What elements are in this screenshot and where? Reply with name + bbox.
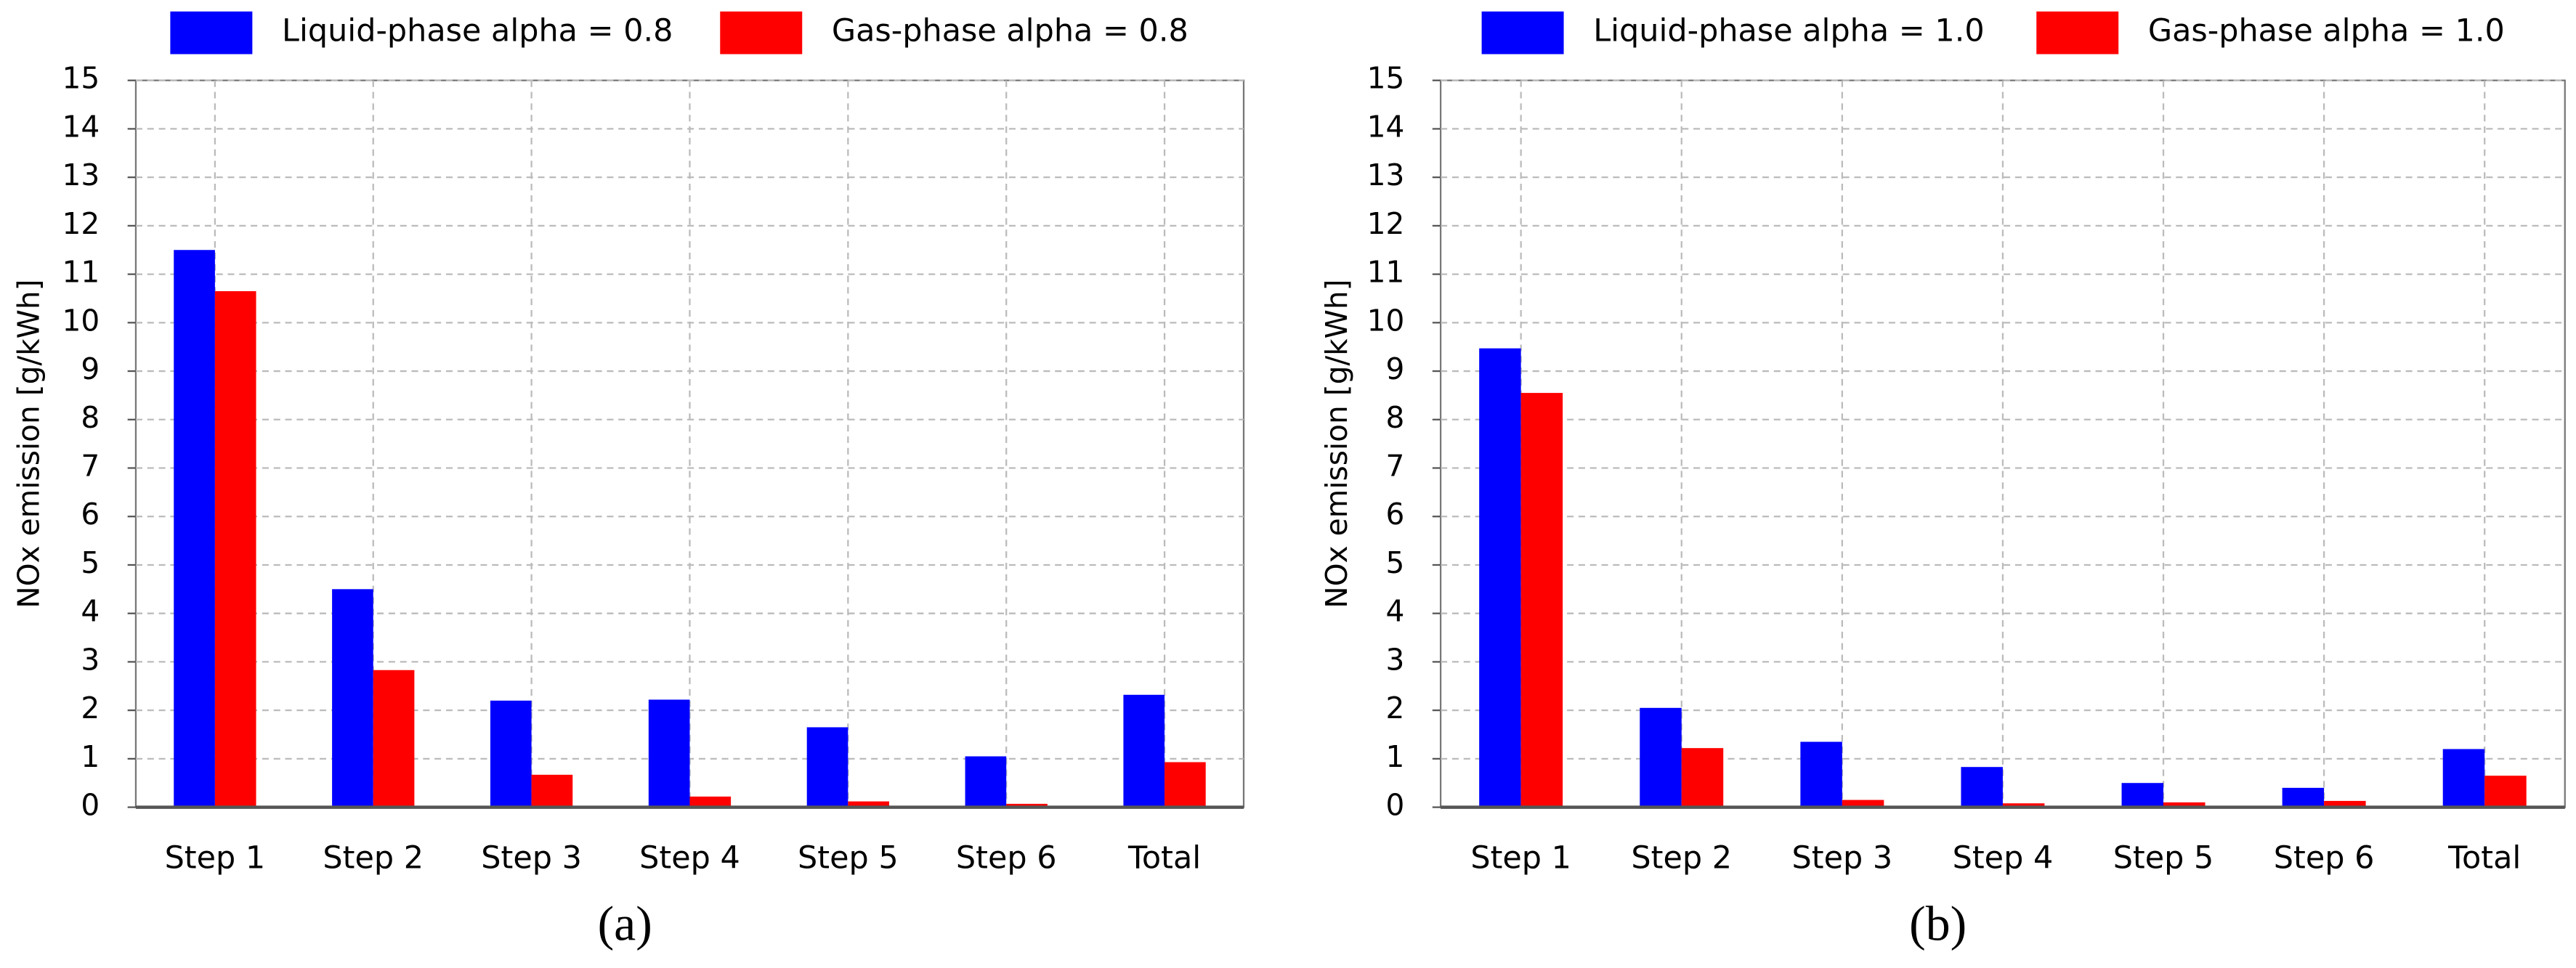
x-tick-label: Step 1: [165, 839, 266, 876]
y-tick-label: 9: [81, 351, 100, 386]
bar: [2121, 783, 2164, 808]
bar: [2002, 803, 2045, 808]
y-tick-label: 1: [81, 739, 100, 774]
legend-label: Gas-phase alpha = 0.8: [832, 13, 1188, 49]
y-tick-label: 15: [62, 61, 100, 96]
x-tick-label: Step 4: [639, 839, 740, 876]
y-tick-label: 11: [62, 255, 100, 290]
y-tick-label: 5: [81, 545, 100, 580]
y-tick-label: 1: [1386, 739, 1405, 774]
x-tick-label: Step 2: [323, 839, 424, 876]
y-tick-label: 8: [1386, 400, 1405, 435]
bar: [332, 589, 373, 808]
bar: [373, 670, 415, 808]
x-tick-label: Step 4: [1953, 839, 2054, 876]
legend-swatch: [170, 11, 253, 54]
y-tick-label: 10: [62, 303, 100, 338]
legend-swatch: [720, 11, 803, 54]
y-tick-label: 8: [81, 400, 100, 435]
y-axis-label: NOx emission [g/kWh]: [11, 280, 46, 609]
x-tick-label: Step 5: [2113, 839, 2214, 876]
y-tick-label: 9: [1386, 351, 1405, 386]
y-tick-label: 2: [1386, 691, 1405, 725]
y-tick-label: 6: [1386, 497, 1405, 532]
bar: [1479, 348, 1521, 808]
y-tick-label: 12: [1367, 206, 1405, 241]
bar: [1961, 767, 2003, 808]
bar: [689, 796, 732, 808]
bar: [531, 774, 573, 808]
legend-label: Liquid-phase alpha = 0.8: [282, 13, 673, 49]
y-axis-label: NOx emission [g/kWh]: [1319, 280, 1354, 609]
y-tick-label: 6: [81, 497, 100, 532]
bar: [2163, 802, 2206, 808]
y-tick-label: 11: [1367, 255, 1405, 290]
y-tick-label: 7: [1386, 449, 1405, 484]
y-tick-label: 5: [1386, 545, 1405, 580]
legend-swatch: [1481, 11, 1564, 54]
bar: [806, 727, 848, 808]
x-tick-label: Total: [1127, 839, 1201, 876]
y-tick-label: 0: [1386, 788, 1405, 823]
y-tick-label: 4: [81, 594, 100, 629]
x-tick-label: Total: [2447, 839, 2521, 876]
y-tick-label: 13: [1367, 158, 1405, 192]
x-tick-label: Step 3: [481, 839, 582, 876]
bar: [1520, 393, 1563, 808]
bar: [1640, 707, 1682, 808]
bar: [174, 250, 215, 808]
legend-swatch: [2036, 11, 2119, 54]
x-tick-label: Step 6: [956, 839, 1057, 876]
bar: [1165, 762, 1206, 808]
y-tick-label: 14: [1367, 109, 1405, 144]
y-tick-label: 2: [81, 691, 100, 725]
bar: [1800, 741, 1842, 808]
bar: [2324, 800, 2366, 808]
x-tick-label: Step 2: [1631, 839, 1732, 876]
bar: [1123, 694, 1165, 808]
bar: [965, 756, 1007, 808]
bar: [648, 699, 690, 808]
legend-label: Liquid-phase alpha = 1.0: [1593, 13, 1984, 49]
bar: [2282, 787, 2325, 808]
y-tick-label: 10: [1367, 303, 1405, 338]
bar: [848, 801, 889, 808]
x-tick-label: Step 6: [2274, 839, 2375, 876]
y-tick-label: 0: [81, 788, 100, 823]
bar: [2442, 749, 2485, 808]
bar: [214, 290, 256, 808]
bar: [490, 700, 532, 808]
x-tick-label: Step 3: [1792, 839, 1893, 876]
panel-label: (b): [1909, 896, 1967, 951]
y-tick-label: 7: [81, 449, 100, 484]
panel-label: (a): [598, 896, 652, 951]
y-tick-label: 3: [1386, 642, 1405, 677]
x-tick-label: Step 1: [1470, 839, 1571, 876]
y-tick-label: 3: [81, 642, 100, 677]
y-tick-label: 4: [1386, 594, 1405, 629]
y-tick-label: 12: [62, 206, 100, 241]
x-tick-label: Step 5: [798, 839, 899, 876]
bar: [1681, 748, 1724, 808]
y-tick-label: 13: [62, 158, 100, 192]
bar: [1842, 800, 1884, 808]
y-tick-label: 15: [1367, 61, 1405, 96]
bar: [2484, 776, 2527, 808]
y-tick-label: 14: [62, 109, 100, 144]
bar: [1006, 803, 1048, 808]
legend-label: Gas-phase alpha = 1.0: [2148, 13, 2505, 49]
